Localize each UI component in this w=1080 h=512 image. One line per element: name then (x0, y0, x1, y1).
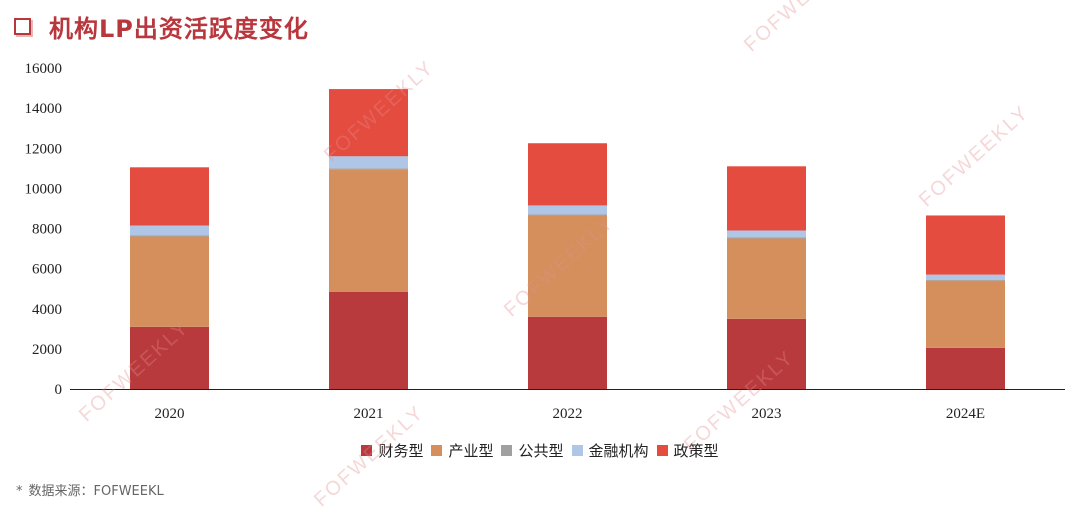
bar-segment (727, 238, 806, 319)
x-tick-label: 2020 (155, 406, 185, 422)
legend-item: 金融机构 (571, 440, 649, 461)
y-tick-label: 8000 (32, 222, 62, 238)
bar-segment (926, 215, 1005, 275)
bar-segment (329, 89, 408, 157)
bar-segment (727, 318, 806, 389)
legend-label: 财务型 (378, 442, 424, 460)
bar-segment (329, 168, 408, 170)
bar-segment (926, 280, 1005, 348)
bar-segment (528, 316, 607, 389)
y-tick-label: 14000 (25, 101, 63, 117)
legend-item: 政策型 (656, 440, 719, 461)
x-tick-label: 2022 (553, 406, 583, 422)
x-tick-label: 2024E (946, 406, 985, 422)
source-note: * 数据来源：FOFWEEKL (16, 480, 164, 499)
legend-label: 金融机构 (588, 442, 649, 460)
legend-item: 产业型 (431, 440, 493, 461)
source-star: * (16, 484, 23, 499)
y-tick-label: 6000 (32, 262, 62, 278)
bar-segment (130, 326, 209, 389)
legend-swatch (656, 445, 668, 456)
legend-label: 产业型 (448, 442, 494, 460)
legend: 财务型 产业型 公共型 金融机构 政策型 (0, 440, 1080, 461)
bar-segment (130, 236, 209, 327)
bar-segment (926, 347, 1005, 389)
bar-segment (130, 225, 209, 236)
bar-segment (329, 291, 408, 389)
bar-segment (926, 279, 1005, 281)
bar-segment (130, 167, 209, 226)
legend-item: 公共型 (501, 440, 564, 461)
bars (130, 89, 1005, 389)
bar-segment (329, 156, 408, 169)
x-tick-label: 2023 (752, 406, 782, 422)
bar-segment (528, 215, 607, 317)
title-square-icon (14, 17, 31, 35)
bar-segment (130, 235, 209, 237)
y-tick-label: 0 (55, 382, 63, 398)
bar-segment (528, 143, 607, 206)
x-tick-label: 2021 (354, 406, 384, 422)
legend-label: 公共型 (518, 442, 564, 460)
legend-swatch (571, 445, 583, 456)
legend-swatch (501, 445, 513, 456)
y-tick-label: 12000 (25, 141, 63, 157)
bar-segment (727, 166, 806, 231)
bar-segment (528, 205, 607, 215)
bar-segment (727, 230, 806, 238)
x-axis-ticks: 2020 2021 2022 2023 2024E (155, 406, 986, 422)
chart-title: 机构LP出资活跃度变化 (49, 14, 309, 43)
legend-swatch (431, 445, 443, 456)
bar-segment (528, 214, 607, 216)
legend-label: 政策型 (673, 442, 719, 460)
y-tick-label: 10000 (25, 181, 63, 197)
y-tick-label: 2000 (32, 342, 62, 358)
legend-swatch (361, 445, 373, 456)
stacked-bar-chart: 0 2000 4000 6000 8000 10000 12000 14000 16000 20… (25, 61, 1065, 422)
y-tick-label: 16000 (25, 61, 63, 77)
source-text: 数据来源：FOFWEEKL (28, 484, 164, 499)
y-axis-ticks: 0 2000 4000 6000 8000 10000 12000 14000 16000 (25, 61, 63, 398)
y-tick-label: 4000 (32, 302, 62, 318)
bar-segment (727, 237, 806, 239)
bar-segment (329, 169, 408, 292)
legend-item: 财务型 (361, 440, 423, 461)
title-row: 机构LP出资活跃度变化 (14, 6, 309, 46)
bar-segment (926, 274, 1005, 280)
